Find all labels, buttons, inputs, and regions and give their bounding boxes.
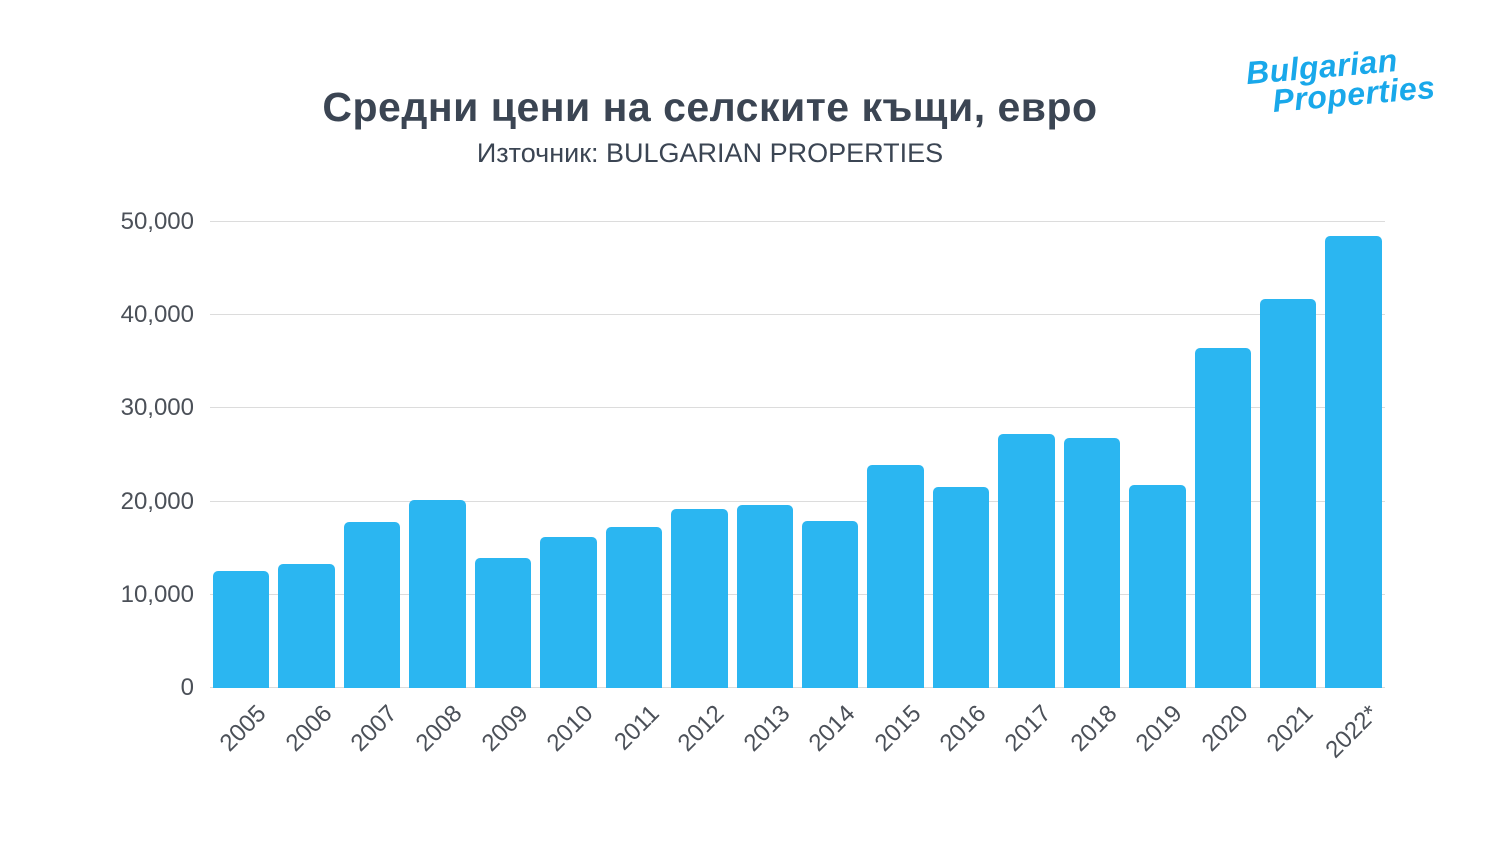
bar-slot: 2021 (1260, 222, 1319, 757)
gridline (210, 500, 1385, 502)
bar-2005 (213, 570, 270, 688)
bar-slot: 2008 (409, 222, 468, 757)
x-axis-label: 2019 (1130, 700, 1188, 757)
x-axis-label: 2020 (1196, 700, 1254, 757)
plot-area: 2005 2006 2007 2008 2009 2010 2011 2012 2013 2014… (121, 208, 1385, 763)
x-axis-label: 2021 (1261, 700, 1319, 757)
bar-slot: 2011 (605, 222, 664, 756)
y-axis-tick-label: 30,000 (120, 394, 194, 422)
gridline (210, 314, 1385, 316)
bars: 2005 2006 2007 2008 2009 2010 2011 2012 2013 2014… (213, 222, 1384, 763)
x-axis-label: 2011 (608, 700, 665, 756)
x-axis-label: 2012 (672, 700, 730, 757)
bar-slot: 2005 (213, 222, 272, 757)
bar-2011 (605, 526, 663, 688)
bar-2016 (932, 486, 990, 688)
bar-slot: 2018 (1063, 222, 1122, 757)
bar-slot: 2022* (1321, 222, 1384, 763)
x-axis-label: 2007 (345, 700, 403, 757)
bar-slot: 2014 (801, 222, 861, 757)
y-axis-tick-label: 20,000 (120, 487, 194, 515)
x-axis-label: 2017 (1000, 700, 1057, 757)
x-axis-label: 2018 (1065, 700, 1123, 757)
bar-2012 (671, 509, 728, 688)
x-axis-label: 2014 (803, 700, 861, 757)
chart-subtitle: Източник: BULGARIAN PROPERTIES (476, 138, 944, 168)
bar-slot: 2019 (1129, 222, 1188, 757)
gridline (210, 407, 1385, 409)
y-axis-tick-label: 50,000 (120, 208, 194, 235)
bar-2021 (1260, 299, 1317, 688)
bar-2015 (867, 465, 924, 688)
bar-slot: 2010 (540, 222, 599, 757)
bar-slot: 2009 (474, 222, 533, 757)
bar-2008 (409, 499, 466, 688)
x-axis-label: 2006 (280, 700, 338, 757)
gridline (210, 221, 1385, 222)
y-axis-tick-label: 40,000 (120, 301, 194, 329)
bar-2017 (998, 433, 1055, 688)
bar-2020 (1194, 347, 1251, 688)
bar-slot: 2006 (278, 222, 337, 757)
bar-slot: 2020 (1194, 222, 1253, 757)
bar-2009 (474, 558, 532, 688)
bar-2013 (736, 505, 793, 688)
x-axis-label: 2015 (869, 700, 926, 757)
gridline (210, 593, 1385, 595)
bar-slot: 2017 (998, 222, 1057, 757)
chart-title: Средни цени на селските къщи, евро (322, 84, 1098, 130)
y-axis-tick-label: 0 (180, 674, 194, 701)
x-axis-label: 2005 (214, 700, 272, 757)
bar-2014 (801, 521, 859, 688)
x-axis-label: 2016 (934, 700, 992, 757)
bar-slot: 2016 (932, 222, 991, 757)
bar-2010 (540, 537, 597, 688)
bar-slot: 2007 (343, 222, 402, 757)
x-axis-label: 2009 (476, 700, 534, 757)
x-axis-label: 2013 (738, 700, 796, 757)
bar-2018 (1063, 438, 1121, 688)
y-axis-tick-label: 10,000 (120, 580, 194, 608)
bar-slot: 2013 (736, 222, 795, 757)
bar-2019 (1129, 484, 1186, 688)
x-axis-label: 2010 (541, 700, 599, 757)
bar-2006 (278, 564, 335, 688)
bar-slot: 2012 (671, 222, 730, 757)
bar-2022 (1325, 235, 1382, 688)
gridline (210, 687, 1385, 688)
x-axis-label: 2008 (411, 700, 468, 757)
bar-2007 (343, 522, 401, 688)
x-axis-label: 2022* (1320, 700, 1385, 764)
bar-slot: 2015 (867, 222, 926, 757)
